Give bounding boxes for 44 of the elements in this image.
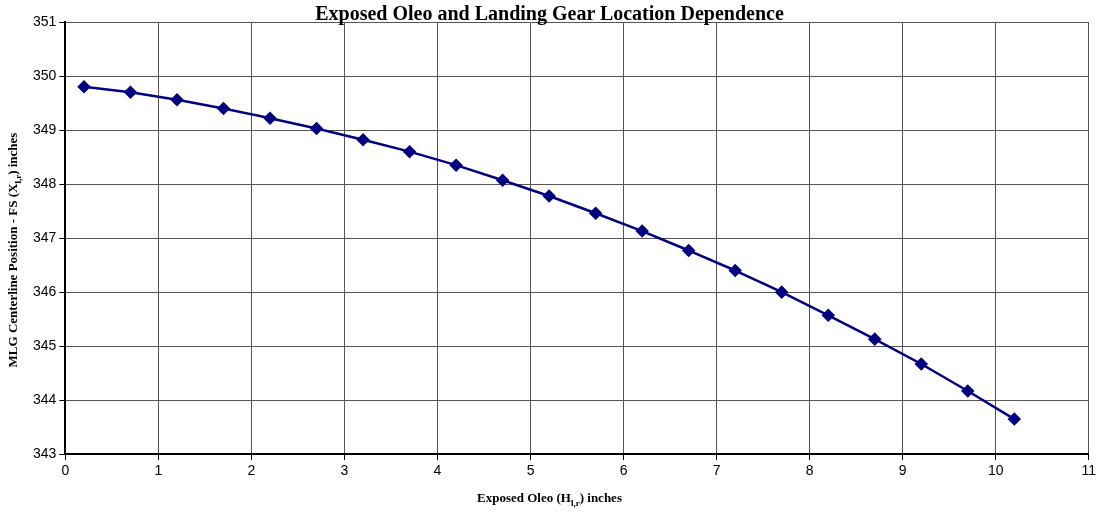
y-tick-label: 346 [33,282,57,299]
chart-title: Exposed Oleo and Landing Gear Location Dependence [315,2,784,24]
x-tick-label: 6 [619,462,628,479]
point [635,224,649,238]
point [124,85,137,99]
x-tick-label: 4 [433,462,442,479]
y-tick-label: 351 [33,12,57,29]
point [263,111,277,125]
x-tick-label: 8 [805,462,814,479]
point [868,332,882,346]
y-tick-label: 349 [33,120,57,137]
point [821,309,835,322]
point [356,133,370,147]
x-tick-label: 11 [1081,462,1097,479]
point [170,93,184,107]
point [682,244,695,257]
x-tick-label: 1 [154,462,163,479]
x-tick-label: 5 [526,462,535,479]
x-tick-label: 3 [340,462,349,479]
x-tick-label: 9 [898,462,907,479]
point [915,357,928,371]
point [449,158,463,172]
x-tick-label: 7 [712,462,721,479]
y-tick-label: 345 [33,337,57,354]
point [728,264,742,277]
point [496,174,509,187]
point [77,80,91,94]
y-tick-label: 343 [33,445,57,462]
x-tick-label: 10 [987,462,1004,479]
point [310,122,323,135]
x-tick-label: 0 [61,462,70,479]
x-tick-label: 2 [247,462,256,479]
y-tick-label: 344 [33,391,57,408]
y-tick-label: 350 [33,66,57,83]
point [589,207,602,220]
point [403,145,416,158]
point [1008,412,1021,426]
point [961,384,975,398]
point [217,102,230,115]
x-axis-title: Exposed Oleo (H$_{l,r}$) inches [476,490,623,508]
y-tick-label: 347 [33,228,57,245]
point [775,285,788,299]
y-tick-label: 348 [33,174,57,191]
point [542,189,556,203]
